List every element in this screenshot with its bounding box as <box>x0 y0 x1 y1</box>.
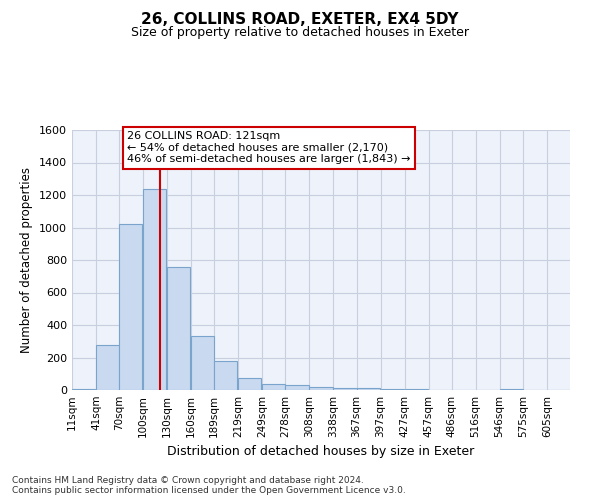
Y-axis label: Number of detached properties: Number of detached properties <box>20 167 34 353</box>
Bar <box>286 385 308 390</box>
Bar <box>167 266 190 390</box>
Text: Size of property relative to detached houses in Exeter: Size of property relative to detached ho… <box>131 26 469 39</box>
Bar <box>500 389 523 390</box>
Bar <box>356 388 380 390</box>
X-axis label: Distribution of detached houses by size in Exeter: Distribution of detached houses by size … <box>167 446 475 458</box>
Bar <box>72 389 95 390</box>
Bar <box>380 389 404 390</box>
Text: 26, COLLINS ROAD, EXETER, EX4 5DY: 26, COLLINS ROAD, EXETER, EX4 5DY <box>141 12 459 28</box>
Bar <box>310 387 332 390</box>
Text: Contains HM Land Registry data © Crown copyright and database right 2024.
Contai: Contains HM Land Registry data © Crown c… <box>12 476 406 495</box>
Bar <box>334 388 356 390</box>
Bar <box>119 224 142 390</box>
Bar <box>143 188 166 390</box>
Bar <box>238 378 262 390</box>
Bar <box>262 384 286 390</box>
Text: 26 COLLINS ROAD: 121sqm
← 54% of detached houses are smaller (2,170)
46% of semi: 26 COLLINS ROAD: 121sqm ← 54% of detache… <box>127 132 410 164</box>
Bar <box>214 361 238 390</box>
Bar <box>404 389 428 390</box>
Bar <box>96 344 119 390</box>
Bar <box>191 336 214 390</box>
